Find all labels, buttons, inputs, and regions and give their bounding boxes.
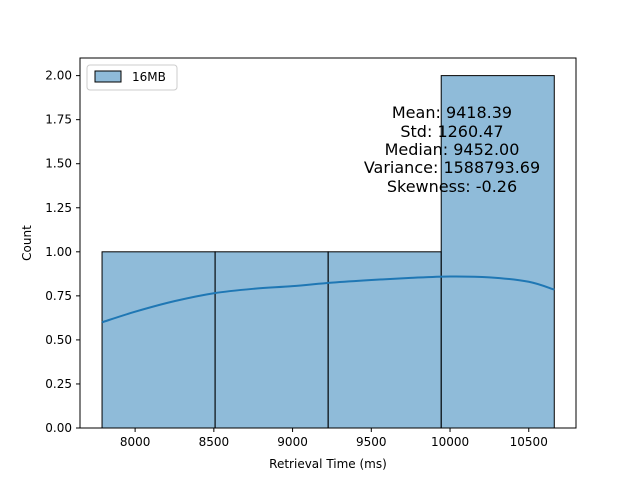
histogram-bar-2 <box>214 251 329 429</box>
y-tick-label: 1.75 <box>45 113 72 127</box>
bars-layer <box>101 75 555 429</box>
y-tick-label: 1.50 <box>45 157 72 171</box>
x-tick-label: 10500 <box>510 435 548 449</box>
y-axis-ticks: 0.00 0.25 0.50 0.75 1.00 1.25 1.50 1.75 2.00 <box>45 69 80 435</box>
stats-annotation: Mean: 9418.39 Std: 1260.47 Median: 9452.… <box>364 103 540 196</box>
stat-skewness: Skewness: -0.26 <box>387 177 517 196</box>
y-tick-label: 0.25 <box>45 377 72 391</box>
y-tick-label: 0.50 <box>45 333 72 347</box>
y-tick-label: 1.00 <box>45 245 72 259</box>
x-tick-label: 9000 <box>277 435 308 449</box>
stat-variance: Variance: 1588793.69 <box>364 158 540 177</box>
y-tick-label: 2.00 <box>45 69 72 83</box>
kde-layer <box>101 275 555 324</box>
plot-frame <box>79 57 577 429</box>
stat-median: Median: 9452.00 <box>385 140 520 159</box>
histogram-bar-1 <box>101 251 216 429</box>
y-tick-label: 0.00 <box>45 421 72 435</box>
x-tick-label: 8500 <box>199 435 230 449</box>
stat-std: Std: 1260.47 <box>400 122 503 141</box>
y-axis-label: Count <box>20 225 34 261</box>
x-tick-label: 9500 <box>356 435 387 449</box>
y-tick-label: 0.75 <box>45 289 72 303</box>
y-tick-label: 1.25 <box>45 201 72 215</box>
kde-curve <box>101 275 555 324</box>
x-axis-label: Retrieval Time (ms) <box>269 457 387 471</box>
x-tick-label: 8000 <box>120 435 151 449</box>
legend-swatch <box>94 70 122 83</box>
legend: 16MB <box>86 64 178 91</box>
histogram-bar-4 <box>440 75 555 429</box>
stat-mean: Mean: 9418.39 <box>392 103 512 122</box>
x-tick-label: 10000 <box>431 435 469 449</box>
legend-label-16mb: 16MB <box>132 70 166 84</box>
x-axis-ticks: 8000 8500 9000 9500 10000 10500 <box>120 428 548 449</box>
